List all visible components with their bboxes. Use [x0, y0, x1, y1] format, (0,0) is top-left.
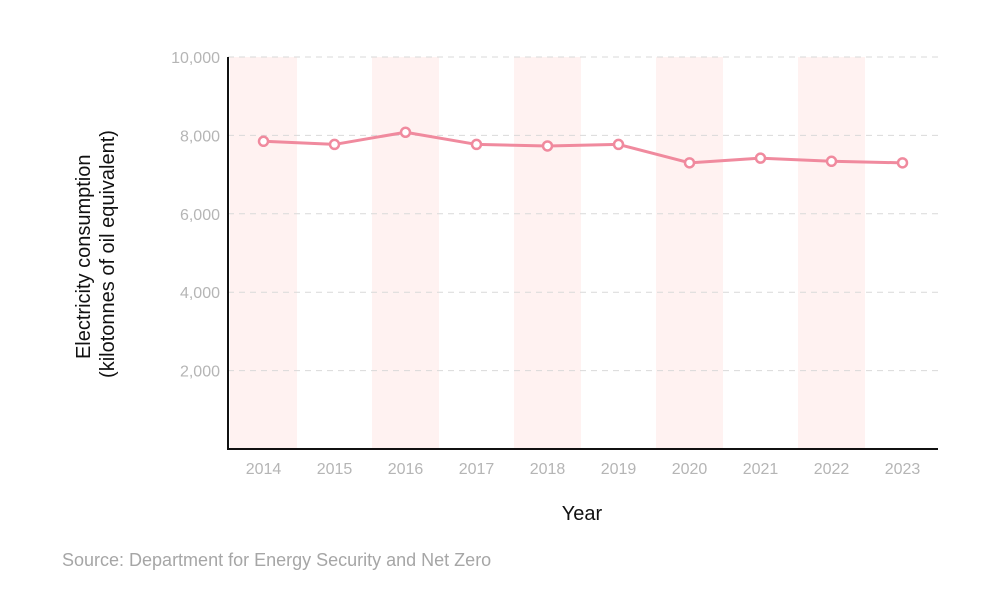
x-tick-2023: 2023 — [885, 461, 921, 478]
data-point-2022 — [825, 155, 838, 168]
data-point-2016 — [399, 126, 412, 139]
x-tick-2017: 2017 — [459, 461, 495, 478]
data-point-2019 — [612, 138, 625, 151]
x-tick-2020: 2020 — [672, 461, 708, 478]
x-tick-2016: 2016 — [388, 461, 424, 478]
data-points — [257, 126, 909, 169]
band-2020 — [656, 57, 723, 449]
x-tick-2021: 2021 — [743, 461, 779, 478]
shaded-bands — [230, 57, 865, 449]
data-point-2021 — [754, 152, 767, 164]
data-point-2017 — [470, 138, 483, 151]
data-point-2020 — [683, 157, 696, 169]
y-tick-10000: 10,000 — [171, 50, 220, 67]
x-tick-2015: 2015 — [317, 461, 353, 478]
y-tick-labels: 2,000 4,000 6,000 8,000 10,000 — [171, 50, 220, 381]
y-axis-title-line1: Electricity consumption — [73, 155, 95, 360]
band-2014 — [230, 57, 297, 449]
data-point-2015 — [328, 138, 341, 151]
x-tick-2014: 2014 — [246, 461, 282, 478]
data-point-2014 — [257, 135, 270, 148]
band-2016 — [372, 57, 439, 449]
x-axis-title: Year — [562, 503, 603, 525]
x-tick-2018: 2018 — [530, 461, 566, 478]
data-point-2023 — [896, 157, 909, 169]
y-tick-6000: 6,000 — [180, 207, 220, 224]
y-tick-4000: 4,000 — [180, 285, 220, 302]
source-note: Source: Department for Energy Security a… — [62, 550, 492, 570]
y-tick-8000: 8,000 — [180, 128, 220, 145]
gridlines — [228, 56, 938, 372]
series-line — [263, 130, 903, 165]
y-tick-2000: 2,000 — [180, 364, 220, 381]
band-2018 — [514, 57, 581, 449]
y-axis-title-line2: (kilotonnes of oil equivalent) — [97, 130, 119, 378]
band-2022 — [798, 57, 865, 449]
x-tick-2022: 2022 — [814, 461, 850, 478]
data-point-2018 — [541, 140, 554, 152]
x-tick-labels: 2014 2015 2016 2017 2018 2019 2020 2021 2022 2023 — [246, 461, 921, 478]
y-axis-title: Electricity consumption (kilotonnes of o… — [73, 130, 119, 378]
x-tick-2019: 2019 — [601, 461, 637, 478]
